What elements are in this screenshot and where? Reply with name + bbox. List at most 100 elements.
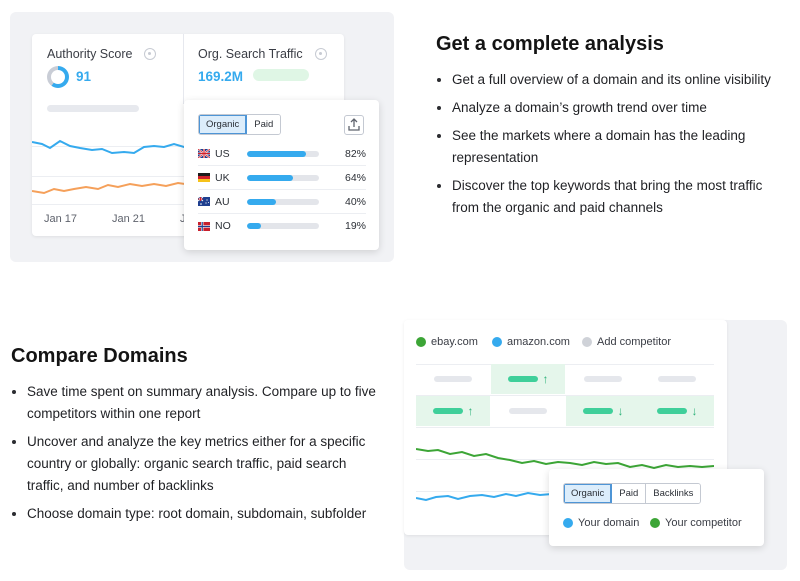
grid-line	[416, 459, 714, 460]
country-percent: 82%	[344, 147, 366, 160]
org-search-traffic-label: Org. Search Traffic	[198, 47, 303, 61]
metric-selector-card: Organic Paid Backlinks Your domain Your …	[549, 469, 764, 546]
legend-label: Your domain	[578, 517, 640, 529]
add-competitor-label: Add competitor	[597, 336, 671, 348]
compare-illustration: ebay.com amazon.com Add competitor ↑ ↑ ↓…	[404, 320, 787, 570]
organic-traffic-line	[32, 139, 192, 155]
analysis-heading: Get a complete analysis	[436, 33, 664, 55]
authority-score-value: 91	[76, 69, 92, 84]
uk-flag-icon	[198, 149, 210, 158]
tab-backlinks[interactable]: Backlinks	[646, 484, 701, 503]
country-code: NO	[215, 220, 231, 232]
table-row: ↑	[416, 364, 714, 394]
country-code: AU	[215, 195, 230, 208]
add-competitor-button[interactable]: Add competitor	[582, 336, 671, 348]
x-axis-label: Jan 17	[44, 213, 78, 225]
germany-flag-icon	[198, 173, 210, 182]
list-item: Save time spent on summary analysis. Com…	[11, 381, 383, 425]
tab-paid[interactable]: Paid	[247, 115, 281, 134]
country-percent: 40%	[344, 195, 366, 208]
share-bar	[247, 174, 319, 181]
value-pill	[432, 408, 463, 414]
country-row: AU 40%	[198, 190, 366, 214]
country-row: NO 19%	[198, 214, 366, 238]
grid-line	[416, 364, 714, 365]
metric-type-toggle: Organic Paid Backlinks	[563, 483, 702, 504]
list-item: Uncover and analyze the key metrics eith…	[11, 431, 383, 497]
arrow-down-icon: ↓	[691, 404, 698, 418]
table-cell	[640, 364, 714, 394]
x-axis-label: J	[180, 213, 186, 225]
authority-score-ring-icon	[47, 66, 69, 88]
table-row: ↑ ↓ ↓	[416, 396, 714, 426]
table-cell: ↓	[640, 396, 714, 426]
country-percent: 64%	[344, 171, 366, 184]
authority-score-label: Authority Score	[47, 47, 133, 61]
traffic-type-toggle: Organic Paid	[198, 114, 282, 135]
analysis-illustration: Authority Score 91 Org. Search Traffic 1…	[10, 12, 394, 262]
ebay-color-dot	[416, 337, 426, 347]
table-cell	[416, 364, 490, 394]
list-item: Choose domain type: root domain, subdoma…	[11, 503, 383, 525]
your-domain-dot	[563, 518, 573, 528]
your-competitor-dot	[650, 518, 660, 528]
info-icon[interactable]	[315, 48, 327, 60]
your-domain-line	[416, 491, 553, 502]
country-row: UK 64%	[198, 166, 366, 190]
placeholder-bar	[47, 105, 139, 112]
org-search-traffic-value: 169.2M	[198, 69, 244, 84]
value-pill	[507, 376, 538, 382]
compare-bullet-list: Save time spent on summary analysis. Com…	[11, 381, 383, 531]
tab-paid[interactable]: Paid	[612, 484, 647, 503]
compare-heading: Compare Domains	[11, 345, 188, 367]
domain-amazon[interactable]: amazon.com	[492, 336, 570, 348]
table-cell: ↑	[416, 396, 490, 426]
share-bar-fill	[247, 174, 294, 181]
grid-line	[416, 395, 714, 396]
table-cell	[566, 364, 640, 394]
grid-line	[416, 427, 714, 428]
value-pill	[656, 408, 687, 414]
value-pill	[582, 408, 613, 414]
country-row: US 82%	[198, 142, 366, 166]
arrow-up-icon: ↑	[467, 404, 474, 418]
share-bar-fill	[247, 223, 261, 229]
table-cell	[491, 396, 565, 426]
tab-organic[interactable]: Organic	[564, 484, 613, 503]
list-item: See the markets where a domain has the l…	[436, 125, 781, 169]
export-button[interactable]	[344, 115, 364, 135]
traffic-line-chart	[32, 139, 192, 195]
traffic-trend-pill	[253, 69, 309, 81]
legend-your-competitor: Your competitor	[650, 517, 742, 529]
share-bar-fill	[247, 150, 307, 157]
australia-flag-icon	[198, 197, 210, 206]
info-icon[interactable]	[144, 48, 156, 60]
tab-organic[interactable]: Organic	[199, 115, 248, 134]
arrow-up-icon: ↑	[542, 372, 549, 386]
metric-divider	[183, 34, 184, 104]
comparison-line-chart	[416, 448, 714, 502]
country-percent: 19%	[344, 220, 366, 232]
norway-flag-icon	[198, 221, 210, 231]
share-bar	[247, 223, 319, 229]
share-bar-fill	[247, 198, 276, 205]
country-code: UK	[215, 171, 230, 184]
share-bar	[247, 198, 319, 205]
competitor-line	[416, 448, 714, 470]
domain-ebay[interactable]: ebay.com	[416, 336, 478, 348]
upload-icon	[348, 118, 360, 131]
amazon-color-dot	[492, 337, 502, 347]
country-code: US	[215, 147, 230, 160]
add-competitor-dot	[582, 337, 592, 347]
traffic-by-country-card: Organic Paid US 82% UK	[184, 100, 379, 250]
domain-label: amazon.com	[507, 336, 570, 348]
arrow-down-icon: ↓	[617, 404, 624, 418]
placeholder-pill	[658, 376, 696, 382]
list-item: Analyze a domain’s growth trend over tim…	[436, 97, 781, 119]
table-cell: ↓	[566, 396, 640, 426]
list-item: Get a full overview of a domain and its …	[436, 69, 781, 91]
domain-label: ebay.com	[431, 336, 478, 348]
placeholder-pill	[584, 376, 622, 382]
analysis-bullet-list: Get a full overview of a domain and its …	[436, 69, 781, 225]
legend-label: Your competitor	[665, 517, 742, 529]
